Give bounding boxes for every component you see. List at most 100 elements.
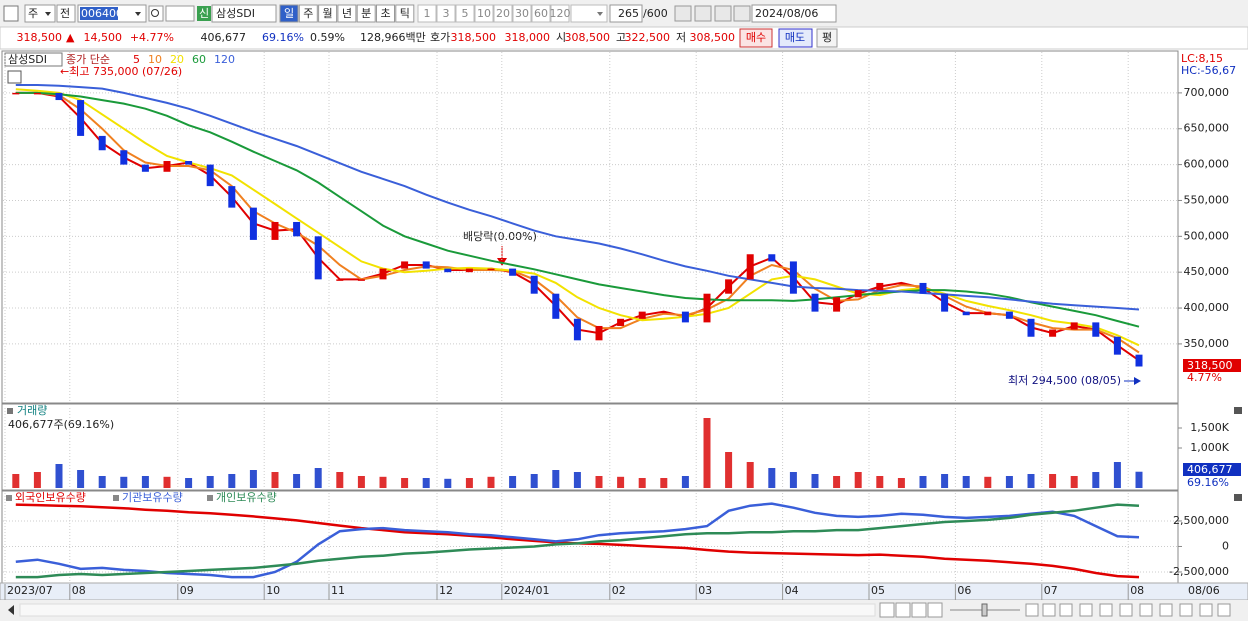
- candle: [401, 261, 409, 269]
- view-button[interactable]: [1199, 603, 1213, 617]
- rewind-button[interactable]: [895, 602, 911, 618]
- view-button[interactable]: [1179, 603, 1193, 617]
- volume-bar: [854, 472, 862, 488]
- chart-title: 삼성SDI: [8, 53, 47, 66]
- interval-button[interactable]: [474, 4, 494, 23]
- interval-button[interactable]: [512, 4, 532, 23]
- period-button[interactable]: [337, 4, 357, 23]
- panel-close[interactable]: [1234, 494, 1242, 501]
- period-button[interactable]: [395, 4, 415, 23]
- play-button[interactable]: [879, 602, 895, 618]
- settings-button[interactable]: [733, 5, 751, 22]
- period-button[interactable]: [318, 4, 338, 23]
- period-button[interactable]: [356, 4, 376, 23]
- candle: [293, 221, 301, 237]
- icon[interactable]: [3, 5, 19, 22]
- ask-label: 호가: [430, 31, 450, 44]
- buy-button[interactable]: [739, 28, 773, 48]
- legend-item: 20: [170, 53, 184, 66]
- candle: [120, 150, 128, 165]
- ask: 318,500: [451, 31, 497, 44]
- candle: [509, 268, 517, 276]
- view-button[interactable]: [1119, 603, 1133, 617]
- y-tick-label: 450,000: [1184, 265, 1230, 278]
- view-button[interactable]: [1079, 603, 1093, 617]
- volume-bar: [617, 476, 625, 488]
- scroll-left[interactable]: [8, 605, 14, 615]
- view-button[interactable]: [1025, 603, 1039, 617]
- view-button[interactable]: [1217, 603, 1231, 617]
- save-button[interactable]: [714, 5, 732, 22]
- y-tick-label: 1,500K: [1190, 421, 1229, 434]
- speaker-button[interactable]: [165, 5, 195, 22]
- view-button[interactable]: [1159, 603, 1173, 617]
- period: 월: [323, 7, 333, 20]
- view-button[interactable]: [1059, 603, 1073, 617]
- candle: [811, 293, 819, 312]
- interval-button[interactable]: [455, 4, 475, 23]
- candle: [573, 318, 581, 341]
- view-button[interactable]: [1042, 603, 1056, 617]
- volume-bar: [314, 468, 322, 488]
- x-tick-label: 03: [698, 584, 712, 597]
- dropdown-arrow: [597, 12, 603, 16]
- zoom-thumb[interactable]: [981, 603, 988, 617]
- period-button[interactable]: [376, 4, 395, 23]
- candle: [725, 279, 733, 294]
- lc-value: LC:8,15: [1181, 52, 1223, 65]
- min-annotation: 최저 294,500 (08/05): [1008, 374, 1121, 387]
- panel-close[interactable]: [1234, 407, 1242, 414]
- hc-value: HC:-56,67: [1181, 64, 1236, 77]
- prev-button[interactable]: [56, 4, 76, 23]
- date-input[interactable]: [751, 4, 837, 23]
- avg-button[interactable]: [816, 28, 838, 48]
- tool-button[interactable]: [694, 5, 712, 22]
- candle: [249, 207, 257, 240]
- panel-icon[interactable]: [7, 70, 22, 84]
- search-button[interactable]: [148, 5, 164, 22]
- period-button[interactable]: [298, 4, 318, 23]
- view-button[interactable]: [1099, 603, 1113, 617]
- candle: [55, 92, 63, 101]
- candle: [833, 297, 841, 312]
- scroll-track[interactable]: [19, 603, 876, 617]
- interval-button[interactable]: [550, 4, 570, 23]
- interval-button[interactable]: [436, 4, 456, 23]
- interval-button[interactable]: [417, 4, 437, 23]
- sell-button[interactable]: [778, 28, 813, 48]
- dropdown-arrow: [45, 12, 51, 16]
- forward-button[interactable]: [927, 602, 943, 618]
- candle: [1092, 322, 1100, 337]
- interval-button[interactable]: [531, 4, 551, 23]
- stop-button[interactable]: [911, 602, 927, 618]
- candle: [1070, 322, 1078, 330]
- volume-bar: [509, 476, 517, 488]
- legend-item: 5: [133, 53, 140, 66]
- volume-bar: [422, 478, 430, 488]
- market-select[interactable]: [24, 4, 56, 23]
- holding-line: [15, 502, 1140, 579]
- interval-button[interactable]: [493, 4, 513, 23]
- last-price: 318,500: [1187, 359, 1233, 372]
- buy: 매수: [746, 31, 766, 44]
- volume-bar: [12, 474, 20, 488]
- dividend-annotation: 배당락(0.00%): [463, 230, 537, 243]
- volume-bar: [379, 476, 387, 488]
- tool-button[interactable]: [674, 5, 692, 22]
- view-button[interactable]: [1139, 603, 1153, 617]
- unit-select[interactable]: [570, 4, 608, 23]
- candle: [465, 268, 473, 273]
- period-button[interactable]: [279, 4, 299, 23]
- volume-bar: [768, 468, 776, 488]
- count-input[interactable]: [609, 4, 643, 23]
- candle: [768, 254, 776, 262]
- volume-bar: [941, 474, 949, 488]
- volume-bar: [1027, 474, 1035, 488]
- candle: [1135, 354, 1143, 367]
- candle: [746, 254, 754, 280]
- x-tick-label: 06: [957, 584, 971, 597]
- candle: [1049, 329, 1057, 337]
- volume-bar: [271, 472, 279, 488]
- market: 주: [28, 7, 38, 20]
- y-tick-label: 600,000: [1184, 158, 1230, 171]
